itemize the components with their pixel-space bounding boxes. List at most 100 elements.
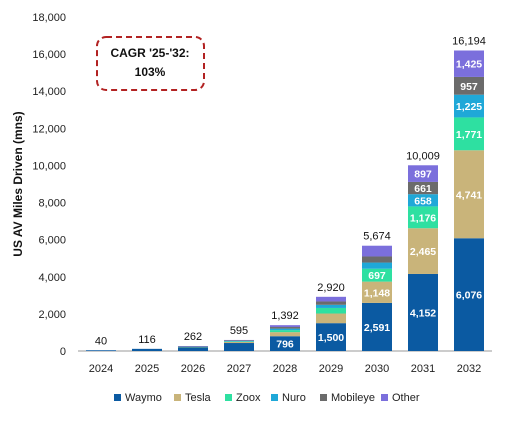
callout-line-2: 103% [135,65,166,79]
total-label: 40 [95,335,107,347]
x-tick-label: 2025 [135,363,159,375]
bar-segment-tesla [454,150,484,239]
legend-item-tesla: Tesla [174,392,212,404]
data-label-zoox: 1,771 [456,129,482,141]
x-tick-label: 2026 [181,363,205,375]
bar-segment-zoox [224,341,254,342]
total-label: 2,920 [317,282,345,294]
bar-segment-mobileye [408,181,438,195]
bar-segment-waymo [316,323,346,351]
x-tick-label: 2024 [89,363,113,375]
data-label-zoox: 697 [368,270,386,282]
bar-segment-zoox [362,268,392,282]
data-label-waymo: 4,152 [410,307,436,319]
legend-item-waymo: Waymo [114,392,162,404]
total-label: 116 [138,334,156,346]
data-label-tesla: 1,148 [364,287,390,299]
bar-segment-other [362,245,392,257]
y-tick-label: 18,000 [32,12,66,24]
legend-item-other: Other [381,392,420,404]
y-tick-label: 12,000 [32,123,66,135]
legend-label: Tesla [185,392,212,404]
y-tick-label: 16,000 [32,49,66,61]
total-label: 10,009 [406,150,440,162]
data-label-other: 897 [414,169,432,181]
bar-segment-tesla [224,341,254,344]
data-label-tesla: 2,465 [410,246,436,258]
y-axis-label: US AV Miles Driven (mns) [11,111,25,256]
legend-item-nuro: Nuro [271,392,306,404]
bar-segment-nuro [316,304,346,308]
bar-segment-tesla [362,281,392,303]
y-tick-label: 2,000 [38,309,66,321]
total-label: 1,392 [271,310,299,322]
data-label-waymo: 1,500 [318,332,344,344]
legend-label: Nuro [282,392,306,404]
legend-swatch [174,394,181,401]
bars: 40 116 262 595 796 1,392 1,500 2,920 2,591 1,148 6… [86,35,486,351]
legend-swatch [271,394,278,401]
x-tick-label: 2030 [365,363,389,375]
bar-segment-nuro [362,262,392,269]
data-label-zoox: 1,176 [410,212,436,224]
y-tick-label: 0 [60,346,66,358]
bar-segment-mobileye [316,301,346,305]
x-tick-label: 2031 [411,363,435,375]
legend-swatch [114,394,121,401]
legend-label: Other [392,392,420,404]
total-label: 262 [184,331,202,343]
bar-segment-waymo [454,238,484,351]
bar-segment-mobileye [362,256,392,263]
bar-segment-other [316,296,346,302]
bar-segment-waymo [270,336,300,351]
data-label-other: 1,425 [456,59,482,71]
bar-segment-nuro [408,194,438,207]
bar-segment-other [178,346,208,347]
total-label: 595 [230,325,248,337]
data-label-mobileye: 661 [414,183,432,195]
x-tick-label: 2027 [227,363,251,375]
legend-swatch [225,394,232,401]
y-tick-label: 8,000 [38,198,66,210]
data-label-waymo: 6,076 [456,290,482,302]
bar-segment-waymo [224,343,254,351]
bar-segment-mobileye [454,76,484,95]
bar-segment-zoox [316,307,346,314]
legend-swatch [320,394,327,401]
data-label-mobileye: 957 [460,81,478,93]
bar-segment-zoox [270,330,300,333]
x-tick-label: 2028 [273,363,297,375]
legend-label: Waymo [125,392,162,404]
legend: Waymo Tesla Zoox Nuro Mobileye Other [114,392,420,404]
bar-segment-waymo [362,302,392,351]
x-tick-label: 2032 [457,363,481,375]
bar-segment-tesla [270,332,300,337]
y-tick-label: 10,000 [32,160,66,172]
x-tick-label: 2029 [319,363,343,375]
legend-label: Mobileye [331,392,375,404]
bar-segment-other [408,165,438,182]
callout-line-1: CAGR '25-'32: [110,46,189,60]
bar-segment-mobileye [270,327,300,329]
bar-segment-waymo [86,350,116,351]
legend-item-mobileye: Mobileye [320,392,375,404]
bar-segment-waymo [132,348,162,351]
data-label-waymo: 796 [276,339,294,351]
bar-segment-nuro [270,328,300,331]
bar-segment-tesla [316,313,346,324]
axes: 0 2,000 4,000 6,000 8,000 10,000 12,000 14,000 1… [32,12,492,375]
bar-segment-other [454,50,484,77]
data-label-tesla: 4,741 [456,189,482,201]
data-label-nuro: 658 [414,195,432,207]
legend-swatch [381,394,388,401]
bar-segment-zoox [454,117,484,151]
cagr-callout: CAGR '25-'32: 103% [96,36,205,91]
legend-item-zoox: Zoox [225,392,261,404]
bar-segment-waymo [178,347,208,351]
bar-segment-nuro [454,94,484,118]
total-label: 16,194 [452,35,486,47]
bar-segment-nuro [224,340,254,342]
callout-box [96,36,205,91]
y-tick-label: 6,000 [38,235,66,247]
